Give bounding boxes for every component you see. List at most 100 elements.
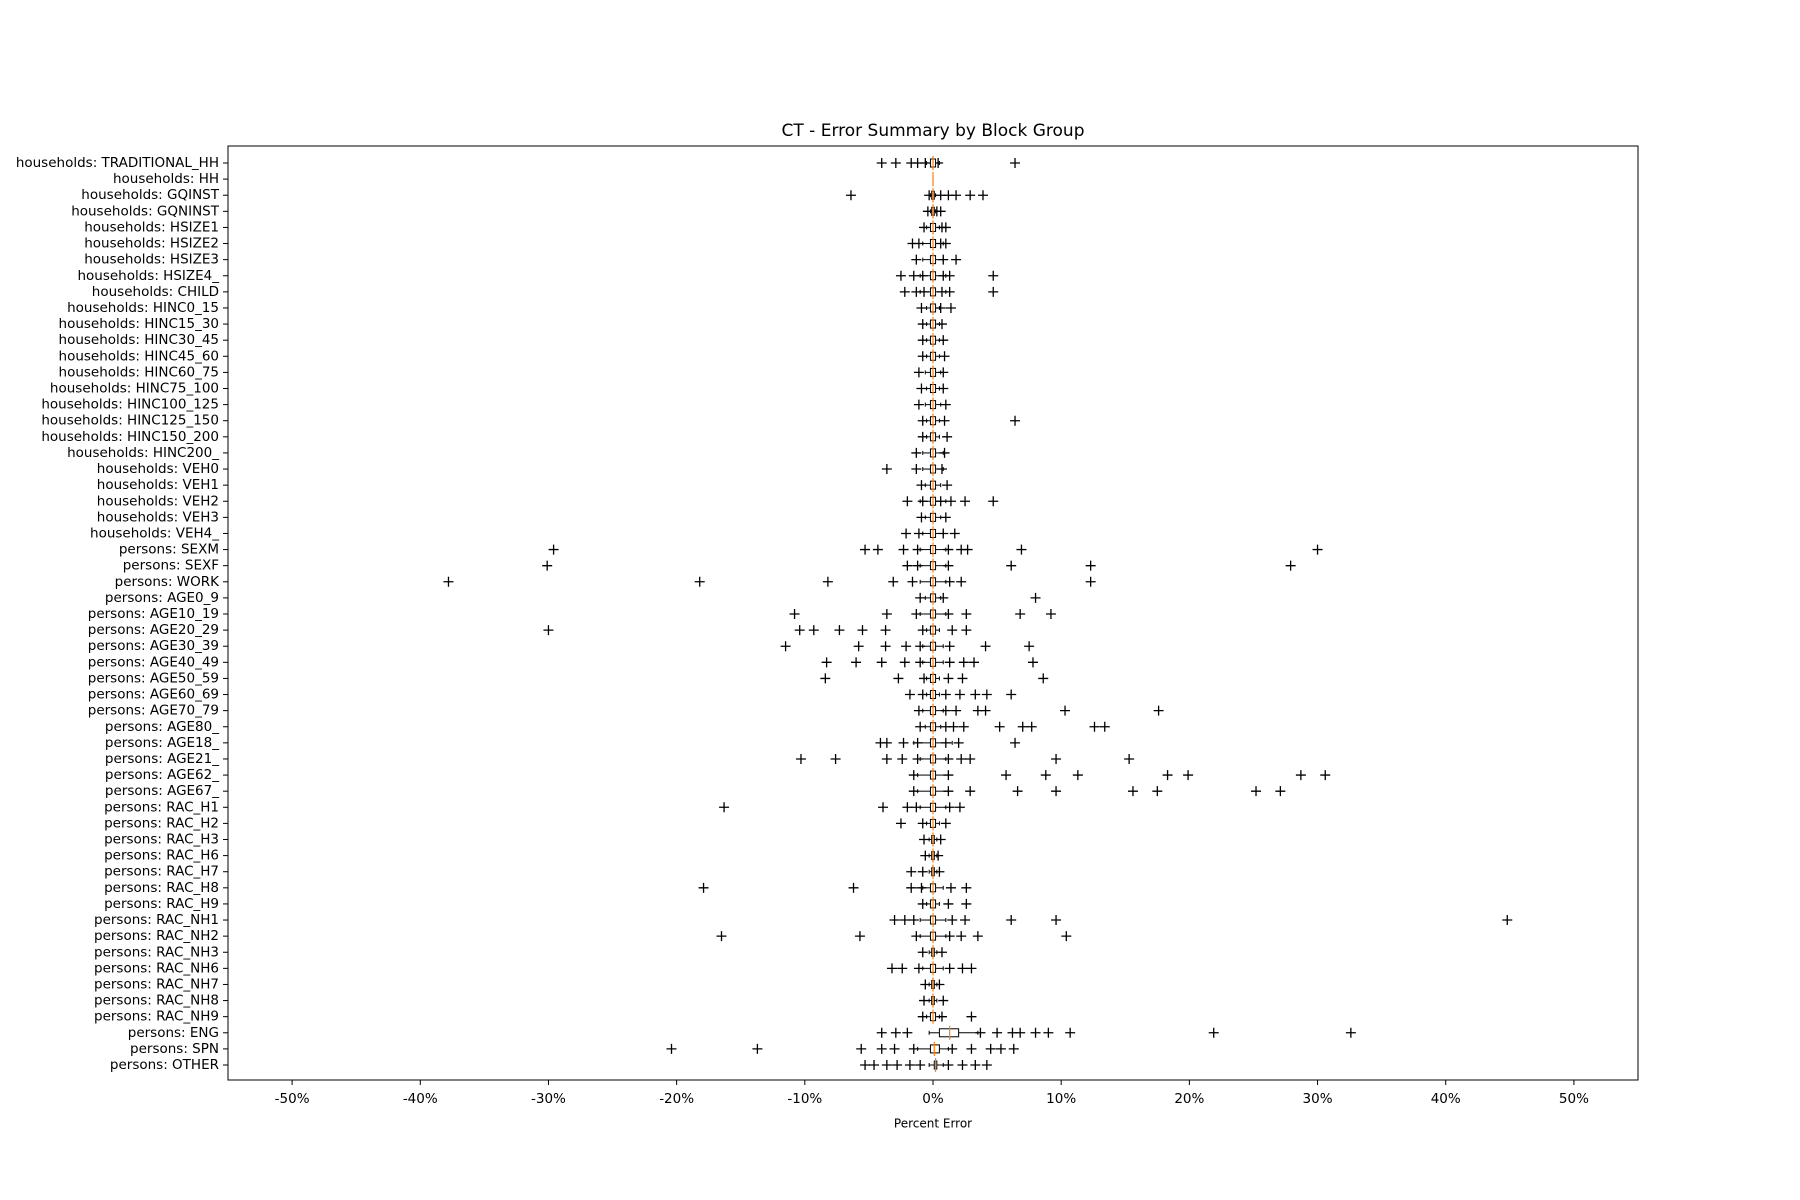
y-tick-label: households: CHILD <box>92 284 219 300</box>
flier <box>830 753 841 764</box>
flier <box>851 657 862 668</box>
flier <box>912 544 923 555</box>
flier <box>913 238 924 249</box>
flier <box>938 367 949 378</box>
flier <box>951 190 962 201</box>
flier <box>892 1060 903 1070</box>
flier <box>895 270 906 281</box>
y-tick-label: persons: RAC_H6 <box>104 848 219 864</box>
flier <box>922 206 933 217</box>
flier <box>1295 770 1306 781</box>
flier <box>899 286 910 297</box>
flier <box>934 866 945 877</box>
flier <box>913 705 924 716</box>
flier <box>543 625 554 636</box>
flier <box>904 1060 915 1070</box>
flier <box>1006 689 1017 700</box>
flier <box>1010 737 1021 748</box>
flier <box>886 963 897 974</box>
flier <box>1027 657 1038 668</box>
flier <box>940 689 951 700</box>
flier <box>944 576 955 587</box>
flier <box>985 1043 996 1054</box>
flier <box>911 802 922 813</box>
flier <box>940 512 951 523</box>
flier <box>912 753 923 764</box>
flier <box>906 882 917 893</box>
flier <box>876 657 887 668</box>
flier <box>880 641 891 652</box>
flier <box>944 931 955 942</box>
flier <box>1051 786 1062 797</box>
y-tick-label: households: VEH2 <box>97 493 219 509</box>
flier <box>951 705 962 716</box>
flier <box>1502 915 1513 926</box>
x-tick-label: -20% <box>659 1091 694 1107</box>
y-tick-label: households: VEH4_ <box>90 525 219 541</box>
flier <box>1251 786 1262 797</box>
y-tick-label: persons: AGE67_ <box>105 783 219 799</box>
flier <box>915 657 926 668</box>
flier <box>915 592 926 603</box>
flier <box>880 625 891 636</box>
y-tick-label: persons: RAC_NH1 <box>94 912 219 928</box>
flier <box>988 496 999 507</box>
flier <box>860 544 871 555</box>
flier <box>994 721 1005 732</box>
box <box>929 1044 940 1054</box>
flier <box>1085 576 1096 587</box>
y-tick-label: households: HINC150_200 <box>41 429 219 445</box>
flier <box>1051 753 1062 764</box>
flier <box>1275 786 1286 797</box>
y-tick-label: households: HINC100_125 <box>41 397 219 413</box>
chart-title: CT - Error Summary by Block Group <box>782 121 1085 141</box>
flier <box>981 1060 992 1070</box>
flier <box>1008 1043 1019 1054</box>
flier <box>916 882 927 893</box>
flier <box>953 737 964 748</box>
flier <box>917 431 928 442</box>
flier <box>942 480 953 491</box>
flier <box>947 625 958 636</box>
flier <box>1010 158 1021 168</box>
flier <box>938 254 949 265</box>
y-tick-label: households: HINC30_45 <box>59 332 219 348</box>
flier <box>881 464 892 475</box>
flier <box>949 528 960 539</box>
y-tick-label: persons: RAC_NH3 <box>94 944 219 960</box>
flier <box>780 641 791 652</box>
flier <box>940 737 951 748</box>
y-tick-label: persons: RAC_H1 <box>104 799 219 815</box>
flier <box>854 931 865 942</box>
y-tick-label: households: HSIZE4_ <box>77 268 219 284</box>
flier <box>917 496 928 507</box>
y-tick-label: households: HINC200_ <box>67 445 219 461</box>
flier <box>1345 1027 1356 1038</box>
y-tick-label: persons: RAC_H8 <box>104 880 219 896</box>
y-tick-label: persons: RAC_NH7 <box>94 976 219 992</box>
flier <box>942 431 953 442</box>
flier <box>902 560 913 571</box>
flier <box>965 786 976 797</box>
y-tick-label: households: HINC0_15 <box>67 300 219 316</box>
flier <box>917 689 928 700</box>
y-tick-label: persons: OTHER <box>110 1057 219 1073</box>
flier <box>981 689 992 700</box>
flier <box>848 882 859 893</box>
flier <box>916 512 927 523</box>
flier <box>936 464 947 475</box>
flier <box>965 753 976 764</box>
flier <box>917 270 928 281</box>
flier <box>966 963 977 974</box>
flier <box>917 351 928 362</box>
flier <box>888 576 899 587</box>
flier <box>919 834 930 845</box>
flier <box>943 560 954 571</box>
flier <box>1030 1027 1041 1038</box>
flier <box>944 963 955 974</box>
flier <box>902 802 913 813</box>
x-tick-label: 0% <box>922 1091 944 1107</box>
flier <box>911 464 922 475</box>
flier <box>980 705 991 716</box>
flier <box>938 995 949 1006</box>
